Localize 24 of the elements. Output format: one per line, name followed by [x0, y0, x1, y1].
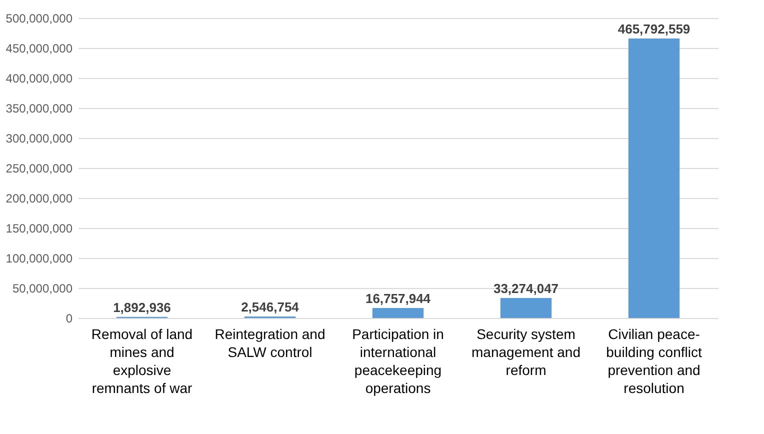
y-tick-label: 350,000,000: [6, 102, 73, 116]
y-tick-label: 200,000,000: [6, 192, 73, 206]
data-label: 1,892,936: [113, 300, 171, 315]
x-tick-label: Participation in international peacekeeping operations: [352, 326, 444, 396]
bar: [628, 38, 680, 318]
y-tick-label: 50,000,000: [12, 282, 73, 296]
data-label: 2,546,754: [241, 299, 300, 314]
y-tick-label: 400,000,000: [6, 72, 73, 86]
bar: [372, 308, 424, 318]
bar: [500, 298, 552, 318]
data-label: 465,792,559: [618, 22, 690, 37]
x-tick-label: Security system management and reform: [472, 326, 580, 378]
x-tick-label: Removal of land mines and explosive remnants of war: [91, 326, 193, 396]
data-label: 33,274,047: [493, 281, 559, 296]
y-tick-label: 100,000,000: [6, 252, 73, 266]
y-tick-label: 0: [66, 312, 73, 326]
x-tick-label: Civilian peace-building conflict prevention and resolution: [606, 326, 702, 396]
y-tick-label: 300,000,000: [6, 132, 73, 146]
y-tick-label: 450,000,000: [6, 42, 73, 56]
y-tick-label: 500,000,000: [6, 12, 73, 26]
y-tick-label: 250,000,000: [6, 162, 73, 176]
x-tick-label: Reintegration and SALW control: [214, 326, 326, 360]
data-label: 16,757,944: [365, 290, 432, 306]
y-tick-label: 150,000,000: [6, 222, 73, 236]
